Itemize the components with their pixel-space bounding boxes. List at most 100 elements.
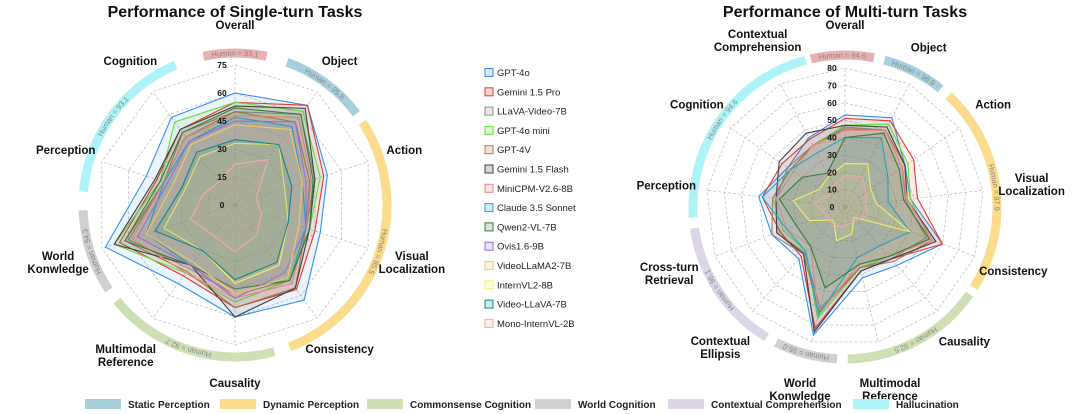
axis-label-line: Cognition: [670, 100, 724, 112]
legend-swatch: [484, 164, 494, 174]
axis-label: Causality: [939, 337, 991, 349]
human-score-text: Human = 95.8: [303, 66, 346, 101]
series-minicpm-v2-6-8b: [775, 129, 934, 317]
axis-label: Overall: [216, 20, 255, 32]
legend-swatch: [85, 399, 121, 409]
tick-label: 0: [830, 202, 835, 212]
grid-ring: [741, 102, 949, 309]
human-score-label: Human = 92.5: [893, 325, 939, 355]
axis-label-line: Contextual: [728, 29, 787, 41]
tick-label: 40: [827, 133, 837, 143]
human-score-label: Human = 94.6: [818, 50, 866, 61]
human-score-text: Human = 95.0: [782, 342, 830, 363]
axis-label-line: Retrieval: [645, 275, 694, 287]
category-legend-item: Commonsense Cognition: [367, 399, 531, 411]
axis-label-line: Overall: [826, 20, 865, 32]
legend-swatch: [367, 399, 403, 409]
legend-label: Static Perception: [128, 400, 210, 411]
human-score-label: Human = 93.1: [96, 94, 131, 137]
legend-label: Claude 3.5 Sonnet: [497, 203, 576, 214]
series-internvl2-8b: [163, 142, 289, 285]
tick-label: 15: [217, 172, 227, 182]
axis-spoke: [844, 83, 910, 208]
category-legend-item: World Cognition: [535, 399, 656, 411]
legend-item: Qwen2-VL-7B: [484, 222, 557, 233]
axis-label-line: Object: [911, 43, 947, 55]
legend-label: Video-LLaVA-7B: [497, 300, 567, 311]
axis-label: Perception: [36, 145, 95, 157]
legend-label: VideoLLaMA2-7B: [497, 261, 571, 272]
axis-label-line: Causality: [939, 337, 991, 349]
human-score-label: Human = 95.0: [782, 342, 830, 363]
chart-title: Performance of Multi-turn Tasks: [723, 4, 967, 21]
legend-label: Gemini 1.5 Pro: [497, 87, 560, 98]
axis-spoke: [844, 206, 938, 312]
grid-ring: [181, 148, 289, 262]
human-score-label: Human = 93.1: [211, 48, 259, 59]
axis-label-line: Cognition: [104, 56, 158, 68]
category-arc: [113, 297, 276, 362]
axis-label: Visual Localization: [379, 251, 445, 276]
axis-label-line: Localization: [379, 264, 445, 276]
category-arc: [945, 92, 1002, 290]
grid-ring: [706, 67, 984, 343]
tick-label: 10: [827, 185, 837, 195]
category-arc: [287, 119, 392, 352]
grid-ring: [154, 120, 316, 290]
series-videollama2-7b: [145, 124, 304, 296]
category-arc: [285, 57, 360, 117]
human-score-label: Human = 92.7: [164, 336, 212, 359]
grid-ring: [792, 154, 898, 258]
series-claude-3-5-sonnet: [761, 136, 911, 317]
legend-swatch: [484, 203, 494, 213]
tick-label: 70: [827, 80, 837, 90]
legend-label: GPT-4o: [497, 68, 530, 79]
axis-label-line: Multimodal: [95, 344, 156, 356]
tick-label: 75: [217, 60, 227, 70]
legend-swatch: [484, 280, 494, 290]
category-arc: [690, 227, 770, 342]
tick-label: 60: [827, 98, 837, 108]
human-score-text: Human = 92.5: [893, 325, 939, 355]
axis-label: Overall: [826, 20, 865, 32]
category-legend-item: Dynamic Perception: [220, 399, 359, 411]
legend-label: Commonsense Cognition: [410, 400, 531, 411]
category-legend-item: Hallucination: [853, 399, 959, 411]
legend-swatch: [484, 145, 494, 155]
category-arc: [809, 50, 875, 64]
legend-swatch: [484, 68, 494, 77]
category-arc: [847, 291, 974, 364]
axis-spoke: [706, 189, 846, 208]
axis-label-line: Comprehension: [714, 42, 802, 54]
series-qwen2-vl-7b: [778, 132, 931, 289]
legend-swatch: [484, 87, 494, 97]
legend-swatch: [535, 399, 571, 409]
axis-spoke: [752, 206, 846, 312]
axis-label-line: Visual: [395, 251, 429, 263]
axis-label: Cognition: [670, 100, 724, 112]
human-score-label: Human = 96.1: [703, 268, 737, 312]
axis-spoke: [844, 127, 960, 208]
axis-spoke: [234, 204, 318, 319]
legend-swatch: [853, 399, 889, 409]
legend-label: InternVL2-8B: [497, 280, 553, 291]
series-qwen2-vl-7b: [124, 107, 314, 290]
legend-label: World Cognition: [578, 400, 656, 411]
axis-label-line: Ellipsis: [700, 349, 740, 361]
human-score-label: Human = 96.9: [891, 58, 937, 87]
axis-label-line: Action: [386, 145, 422, 157]
axis-spoke: [730, 127, 846, 208]
legend-label: LLaVA-Video-7B: [497, 107, 567, 118]
legend-label: GPT-4o mini: [497, 126, 550, 137]
axis-spoke: [101, 161, 236, 206]
chart-title: Performance of Single-turn Tasks: [108, 4, 363, 21]
legend-label: Gemini 1.5 Flash: [497, 165, 569, 176]
legend-label: MiniCPM-V2.6-8B: [497, 184, 573, 195]
legend-swatch: [484, 106, 494, 116]
axis-label-line: Object: [322, 56, 358, 68]
axis-spoke: [234, 204, 369, 249]
human-score-label: Human = 95.8: [303, 66, 346, 101]
human-score-text: Human = 96.1: [703, 268, 737, 312]
category-arc: [79, 60, 178, 193]
series-mono-internvl-2b: [813, 175, 869, 228]
